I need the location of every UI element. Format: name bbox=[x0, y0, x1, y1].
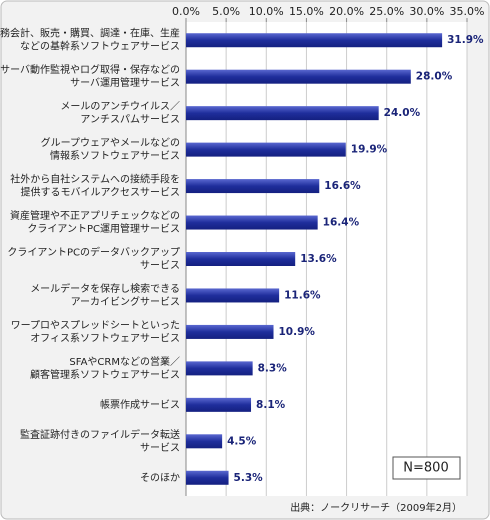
value-label: 8.1% bbox=[256, 399, 286, 411]
y-tick-label: メールデータを保存し検索できるアーカイビングサービス bbox=[30, 282, 180, 308]
bar bbox=[186, 434, 223, 449]
bar bbox=[186, 215, 318, 230]
label-line: SFAやCRMなどの営業／ bbox=[69, 355, 180, 368]
label-line: などの基幹系ソフトウェアサービス bbox=[20, 40, 180, 53]
bar bbox=[186, 288, 280, 303]
value-label: 4.5% bbox=[227, 435, 257, 447]
bar bbox=[186, 142, 346, 157]
label-line: メールデータを保存し検索できる bbox=[30, 282, 180, 295]
note: N=800 bbox=[403, 461, 448, 476]
value-label: 13.6% bbox=[300, 253, 337, 265]
label-line: アーカイビングサービス bbox=[71, 295, 180, 308]
x-tick-label: 30.0% bbox=[409, 5, 444, 18]
label-line: 監査証跡付きのファイルデータ転送 bbox=[20, 428, 180, 441]
label-line: クライアントPC運用管理サービス bbox=[27, 222, 180, 235]
label-line: サーバ運用管理サービス bbox=[70, 76, 180, 89]
label-line: 提供するモバイルアクセスサービス bbox=[21, 186, 181, 199]
bar bbox=[186, 361, 253, 376]
bar bbox=[186, 470, 229, 485]
label-line: クライアントPCのデータバックアップ bbox=[7, 246, 180, 259]
y-tick-label: 財務会計、販売・購買、調達・在庫、生産などの基幹系ソフトウェアサービス bbox=[0, 27, 180, 53]
y-tick-label: 帳票作成サービス bbox=[100, 398, 180, 411]
bar bbox=[186, 106, 379, 121]
label-line: 顧客管理系ソフトウェアサービス bbox=[30, 368, 180, 381]
label-line: ワープロやスプレッドシートといった bbox=[11, 319, 180, 331]
label-line: 情報系ソフトウェアサービス bbox=[50, 149, 180, 162]
value-label: 16.6% bbox=[324, 180, 361, 192]
label-line: 帳票作成サービス bbox=[100, 398, 180, 411]
note-box bbox=[392, 456, 461, 480]
value-label: 8.3% bbox=[258, 362, 288, 374]
y-tick-label: そのほか bbox=[140, 472, 180, 484]
label-line: グループウェアやメールなどの bbox=[41, 136, 180, 149]
y-tick-label: 資産管理や不正アプリチェックなどのクライアントPC運用管理サービス bbox=[10, 209, 180, 235]
value-label: 28.0% bbox=[416, 71, 453, 83]
y-tick-label: SFAやCRMなどの営業／顧客管理系ソフトウェアサービス bbox=[30, 355, 180, 381]
bar bbox=[186, 252, 296, 266]
x-tick-label: 15.0% bbox=[289, 5, 324, 18]
y-tick-label: サーバ動作監視やログ取得・保存などのサーバ運用管理サービス bbox=[0, 63, 180, 89]
value-label: 19.9% bbox=[351, 144, 388, 156]
x-tick-label: 20.0% bbox=[329, 5, 364, 18]
label-line: オフィス系ソフトウェアサービス bbox=[30, 332, 180, 344]
bar bbox=[186, 179, 320, 194]
label-line: そのほか bbox=[140, 472, 180, 484]
x-tick-label: 5.0% bbox=[212, 5, 240, 18]
x-tick-label: 25.0% bbox=[369, 5, 404, 18]
bar bbox=[186, 69, 411, 84]
bar bbox=[186, 33, 443, 48]
x-tick-label: 10.0% bbox=[249, 5, 284, 18]
label-line: アンチスパムサービス bbox=[80, 114, 180, 126]
y-tick-label: 社外から自社システムへの接続手段を提供するモバイルアクセスサービス bbox=[10, 173, 180, 199]
label-line: サーバ動作監視やログ取得・保存などの bbox=[0, 63, 180, 76]
label-line: メールのアンチウイルス／ bbox=[60, 101, 180, 113]
value-label: 24.0% bbox=[384, 107, 421, 119]
value-label: 31.9% bbox=[447, 34, 484, 46]
label-line: 資産管理や不正アプリチェックなどの bbox=[10, 209, 180, 222]
y-tick-label: グループウェアやメールなどの情報系ソフトウェアサービス bbox=[41, 136, 180, 162]
value-label: 16.4% bbox=[323, 217, 360, 229]
label-line: サービス bbox=[140, 260, 180, 272]
value-label: 11.6% bbox=[284, 289, 321, 301]
label-line: サービス bbox=[140, 442, 180, 454]
value-label: 10.9% bbox=[279, 326, 316, 338]
y-tick-label: ワープロやスプレッドシートといったオフィス系ソフトウェアサービス bbox=[11, 319, 180, 344]
label-line: 社外から自社システムへの接続手段を bbox=[10, 173, 180, 186]
bar bbox=[186, 324, 274, 339]
bar bbox=[186, 397, 252, 412]
value-label: 5.3% bbox=[234, 472, 264, 484]
x-tick-label: 0.0% bbox=[172, 5, 200, 18]
label-line: 財務会計、販売・購買、調達・在庫、生産 bbox=[0, 27, 180, 40]
y-tick-label: 監査証跡付きのファイルデータ転送サービス bbox=[20, 428, 180, 454]
x-tick-label: 35.0% bbox=[450, 5, 485, 18]
y-tick-label: メールのアンチウイルス／アンチスパムサービス bbox=[60, 101, 180, 126]
y-tick-label: クライアントPCのデータバックアップサービス bbox=[7, 246, 180, 272]
source: 出典：ノークリサーチ（2009年2月） bbox=[290, 501, 462, 514]
